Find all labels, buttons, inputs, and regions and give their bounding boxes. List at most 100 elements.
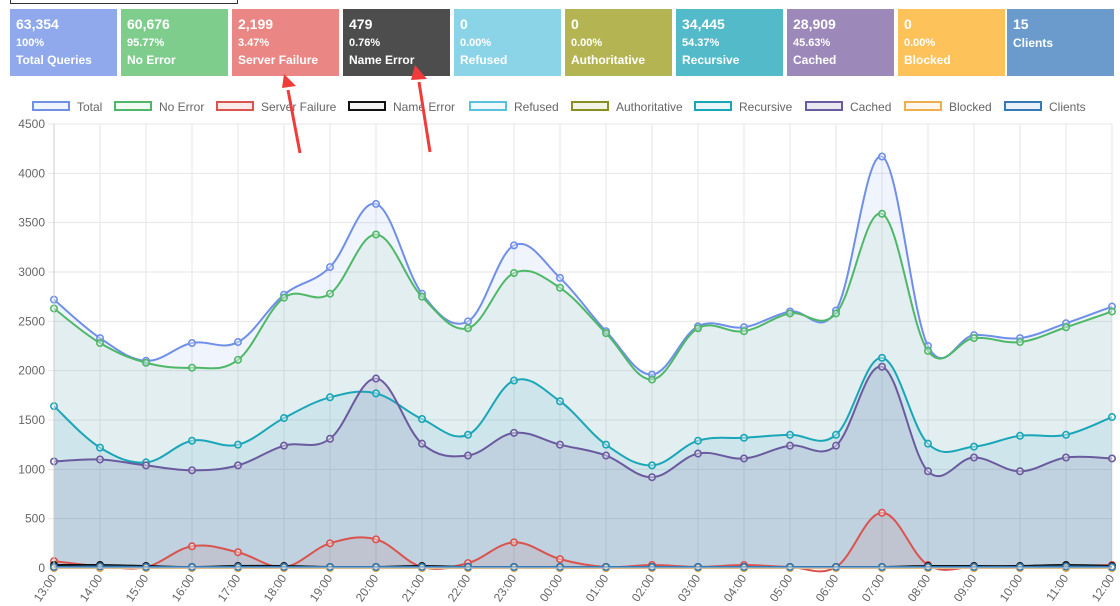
tile-value: 0 — [904, 16, 912, 32]
legend-swatch — [469, 101, 507, 111]
tile-label: Total Queries — [16, 53, 92, 67]
tile-percent: 0.00% — [904, 37, 936, 49]
legend-swatch — [694, 101, 732, 111]
y-tick-label: 1500 — [18, 413, 45, 427]
data-point-total — [325, 263, 334, 272]
series-area-recursive — [54, 357, 1112, 568]
legend-swatch — [1004, 101, 1042, 111]
data-point-no-error — [923, 346, 932, 355]
tile-no-error[interactable]: 60,676 95.77% No Error — [121, 9, 228, 76]
data-point-clients — [923, 563, 932, 572]
tile-cached[interactable]: 28,909 45.63% Cached — [787, 9, 894, 76]
data-point-server-failure — [371, 535, 380, 544]
legend-label: Total — [77, 100, 103, 114]
series-line-recursive — [53, 356, 1113, 467]
x-tick-label: 22:00 — [445, 571, 474, 604]
y-tick-label: 500 — [25, 512, 45, 526]
x-tick-label: 03:00 — [675, 571, 704, 604]
data-point-cached — [739, 454, 748, 463]
series-line-cached — [53, 365, 1113, 479]
data-point-cached — [923, 467, 932, 476]
tile-authoritative[interactable]: 0 0.00% Authoritative — [565, 9, 672, 76]
y-tick-label: 3000 — [18, 265, 45, 279]
x-tick-label: 14:00 — [77, 571, 106, 604]
legend-label: Server Failure — [261, 100, 337, 114]
data-point-cached — [234, 461, 243, 470]
data-point-cached — [877, 362, 886, 371]
data-point-cached — [785, 441, 794, 450]
legend-swatch — [571, 101, 609, 111]
data-point-cached — [417, 439, 426, 448]
data-point-cached — [142, 461, 151, 470]
chart-legend: Total No Error Server Failure Name Error… — [0, 99, 1120, 117]
tile-value: 2,199 — [238, 16, 274, 32]
x-tick-label: 01:00 — [583, 571, 612, 604]
legend-label: Clients — [1049, 100, 1086, 114]
tile-refused[interactable]: 0 0.00% Refused — [454, 9, 561, 76]
tile-recursive[interactable]: 34,445 54.37% Recursive — [676, 9, 783, 76]
data-point-recursive — [188, 436, 197, 445]
tile-label: Cached — [793, 53, 837, 67]
data-point-clients — [1062, 562, 1071, 571]
series-area-server-failure — [54, 512, 1112, 572]
data-point-server-failure — [509, 538, 518, 547]
data-point-cached — [188, 466, 197, 475]
data-point-clients — [831, 563, 840, 572]
tile-server-failure[interactable]: 2,199 3.47% Server Failure — [232, 9, 339, 76]
x-tick-label: 09:00 — [951, 571, 980, 604]
y-tick-label: 2500 — [18, 314, 45, 328]
data-point-total — [463, 317, 472, 326]
tile-value: 34,445 — [682, 16, 725, 32]
tile-blocked[interactable]: 0 0.00% Blocked — [898, 9, 1005, 76]
legend-swatch — [114, 101, 152, 111]
y-tick-label: 3500 — [18, 216, 45, 230]
data-point-recursive — [647, 461, 656, 470]
tile-name-error[interactable]: 479 0.76% Name Error — [343, 9, 450, 76]
data-point-recursive — [1015, 431, 1024, 440]
x-tick-label: 13:00 — [31, 571, 60, 604]
tile-total-queries[interactable]: 63,354 100% Total Queries — [10, 9, 117, 76]
legend-label: Refused — [514, 100, 559, 114]
x-tick-label: 17:00 — [215, 571, 244, 604]
x-tick-label: 05:00 — [767, 571, 796, 604]
tile-percent: 54.37% — [682, 37, 720, 49]
data-point-no-error — [1108, 307, 1117, 316]
data-point-no-error — [96, 339, 105, 348]
tile-label: Recursive — [682, 53, 740, 67]
legend-label: Authoritative — [616, 100, 683, 114]
data-point-clients — [601, 563, 610, 572]
data-point-no-error — [831, 309, 840, 318]
data-point-no-error — [234, 355, 243, 364]
data-point-recursive — [1062, 430, 1071, 439]
tile-value: 63,354 — [16, 16, 59, 32]
legend-swatch — [216, 101, 254, 111]
data-point-clients — [142, 563, 151, 572]
y-tick-label: 2000 — [18, 364, 45, 378]
data-point-total — [188, 339, 197, 348]
x-tick-label: 23:00 — [491, 571, 520, 604]
data-point-no-error — [739, 327, 748, 336]
data-point-no-error — [188, 363, 197, 372]
tile-value: 15 — [1013, 16, 1029, 32]
x-tick-label: 19:00 — [307, 571, 336, 604]
data-point-cached — [463, 451, 472, 460]
tile-percent: 0.76% — [349, 37, 381, 49]
data-point-cached — [693, 449, 702, 458]
data-point-recursive — [693, 436, 702, 445]
y-tick-label: 1000 — [18, 462, 45, 476]
x-tick-label: 06:00 — [813, 571, 842, 604]
data-point-clients — [969, 563, 978, 572]
data-point-cached — [969, 453, 978, 462]
data-point-recursive — [96, 443, 105, 452]
tile-clients[interactable]: 15 Clients — [1007, 9, 1114, 76]
data-point-no-error — [463, 324, 472, 333]
top-tab[interactable] — [10, 0, 238, 4]
data-point-recursive — [555, 397, 564, 406]
data-point-no-error — [693, 324, 702, 333]
data-point-recursive — [739, 433, 748, 442]
data-point-cached — [1015, 467, 1024, 476]
tile-percent: 3.47% — [238, 37, 270, 49]
data-point-cached — [601, 451, 610, 460]
y-tick-label: 4500 — [18, 117, 45, 131]
